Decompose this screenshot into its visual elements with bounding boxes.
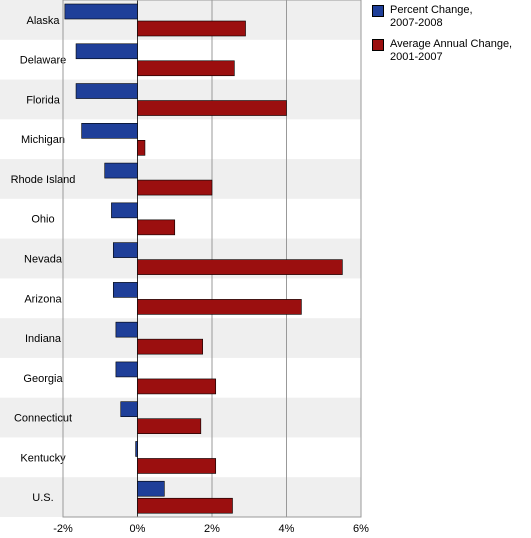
legend-swatch-percent-change — [372, 5, 384, 17]
bar — [137, 458, 217, 474]
bar — [137, 299, 302, 315]
category-label: Kentucky — [20, 452, 66, 464]
bar — [137, 20, 246, 37]
legend-item-percent-change: Percent Change, 2007-2008 — [372, 4, 530, 30]
bar — [137, 378, 217, 395]
bar — [137, 219, 176, 236]
category-label: Florida — [26, 94, 61, 106]
legend-label-line: 2001-2007 — [390, 51, 443, 63]
bar — [137, 418, 202, 434]
bar — [104, 162, 138, 179]
bar — [137, 480, 165, 497]
bar — [137, 140, 146, 156]
category-label: Georgia — [23, 373, 63, 385]
bar — [137, 259, 343, 275]
plot-frame — [62, 0, 362, 518]
bars — [64, 3, 343, 514]
category-label: Delaware — [20, 55, 66, 67]
legend-label-line: Percent Change, — [390, 4, 473, 16]
category-labels: Alaska Delaware Florida Michigan Rhode Islan… — [11, 15, 76, 504]
category-label: Michigan — [21, 134, 65, 146]
x-tick-label: 4% — [279, 523, 295, 535]
x-tick-label: 6% — [353, 523, 369, 535]
bar — [137, 338, 203, 355]
category-label: Arizona — [24, 293, 62, 305]
category-label: Ohio — [31, 214, 54, 226]
bar — [115, 321, 138, 338]
legend-label-average-annual-change: Average Annual Change, 2001-2007 — [390, 38, 512, 64]
bar — [120, 401, 138, 417]
category-label: Nevada — [24, 254, 63, 266]
category-label: Connecticut — [14, 413, 72, 425]
legend-label-percent-change: Percent Change, 2007-2008 — [390, 4, 473, 30]
bar — [137, 60, 235, 77]
bar — [112, 282, 138, 298]
legend: Percent Change, 2007-2008 Average Annual… — [372, 4, 530, 72]
x-tick-label: 0% — [130, 523, 146, 535]
bar — [64, 3, 138, 20]
bar — [112, 242, 138, 258]
category-label: Alaska — [26, 15, 60, 27]
bar — [81, 123, 138, 139]
x-tick-label: -2% — [53, 523, 73, 535]
category-label: Rhode Island — [11, 174, 76, 186]
category-label: Indiana — [25, 333, 62, 345]
category-label: U.S. — [32, 492, 53, 504]
bar — [115, 361, 138, 378]
bar — [75, 83, 138, 99]
bar — [137, 100, 287, 116]
x-axis-tick-labels: -2% 0% 2% 4% 6% — [53, 523, 369, 535]
legend-item-average-annual-change: Average Annual Change, 2001-2007 — [372, 38, 530, 64]
bar — [111, 202, 138, 219]
legend-label-line: 2007-2008 — [390, 17, 443, 29]
x-tick-label: 2% — [204, 523, 220, 535]
legend-swatch-average-annual-change — [372, 39, 384, 51]
legend-label-line: Average Annual Change, — [390, 38, 513, 50]
bar — [75, 43, 138, 60]
bar — [137, 497, 233, 514]
bar — [137, 179, 213, 196]
bar — [135, 441, 138, 457]
